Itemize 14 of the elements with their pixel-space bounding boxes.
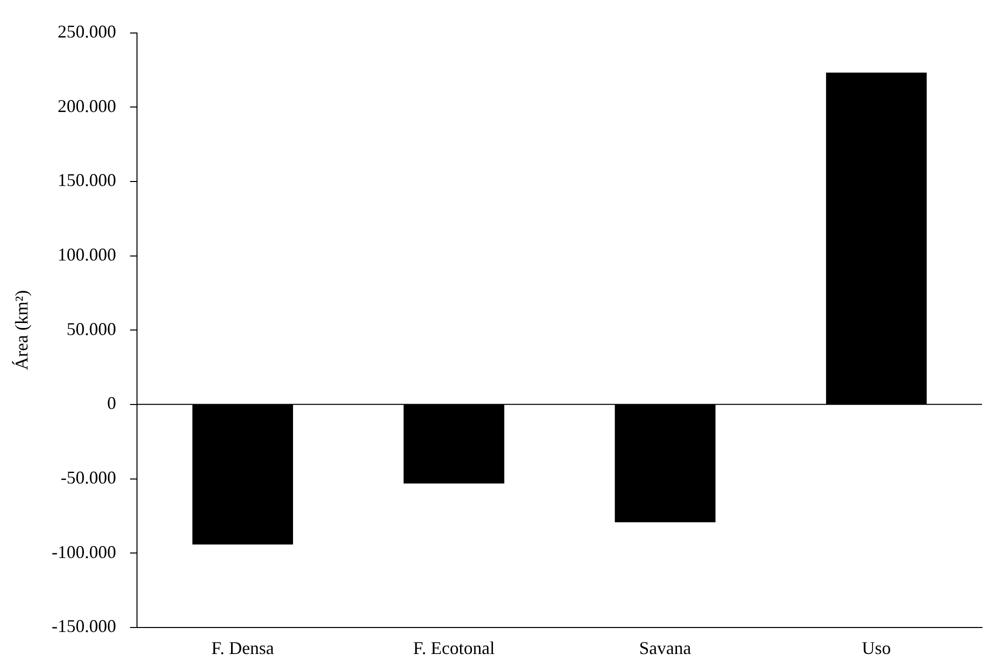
x-tick-label: Uso [862,638,891,658]
x-tick-label: F. Densa [211,638,274,658]
x-tick-label: F. Ecotonal [413,638,495,658]
x-tick-label: Savana [639,638,692,658]
y-tick-label: 100.000 [58,244,116,265]
y-tick-label: 50.000 [66,318,116,339]
y-tick-label: 200.000 [58,96,116,116]
y-tick-label: 0 [107,393,116,414]
y-axis-title: Área (km²) [12,290,32,370]
y-tick-label: 250.000 [58,22,116,42]
y-tick-label: -100.000 [52,542,116,562]
y-tick-label: -150.000 [52,616,116,636]
y-tick-label: 150.000 [58,170,116,190]
y-tick-label: -50.000 [60,467,116,488]
